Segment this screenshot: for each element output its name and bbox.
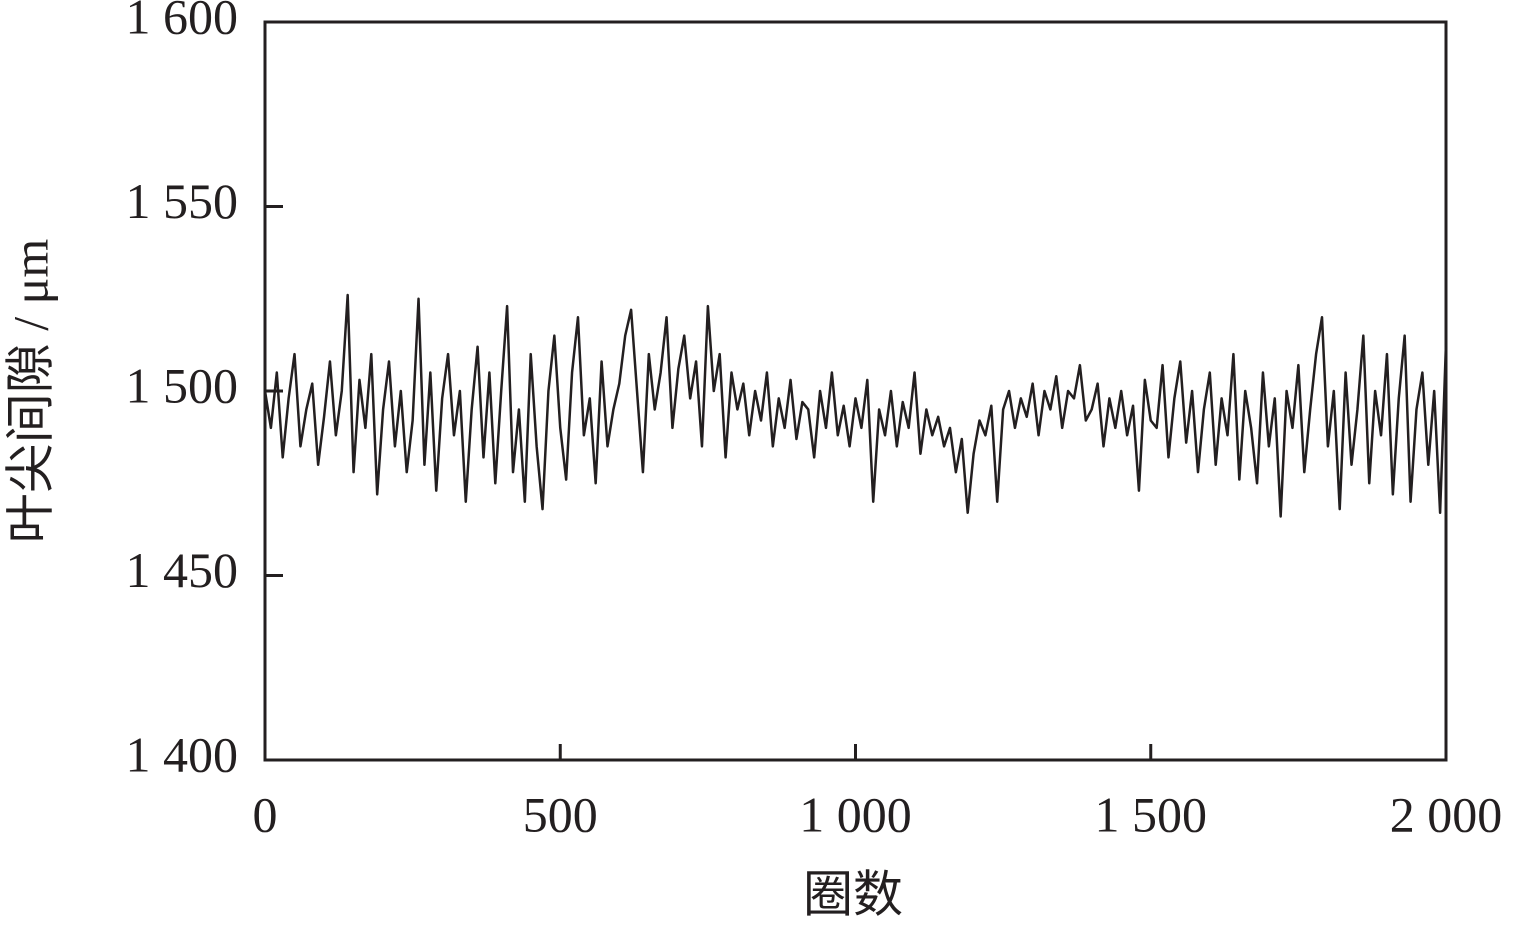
x-tick-label: 2 000 — [1390, 786, 1503, 842]
x-tick-label: 500 — [523, 786, 598, 842]
y-axis-label: 叶尖间隙 / μm — [2, 239, 58, 544]
y-tick-label: 1 550 — [126, 173, 239, 229]
data-line — [263, 293, 1448, 518]
y-tick-label: 1 450 — [126, 542, 239, 598]
x-tick-label: 1 500 — [1095, 786, 1208, 842]
x-tick-label: 0 — [253, 786, 278, 842]
x-tick-label: 1 000 — [799, 786, 912, 842]
y-tick-label: 1 600 — [126, 0, 239, 44]
y-tick-label: 1 500 — [126, 357, 239, 413]
y-tick-label: 1 400 — [126, 726, 239, 782]
x-axis-label: 圈数 — [803, 866, 903, 922]
